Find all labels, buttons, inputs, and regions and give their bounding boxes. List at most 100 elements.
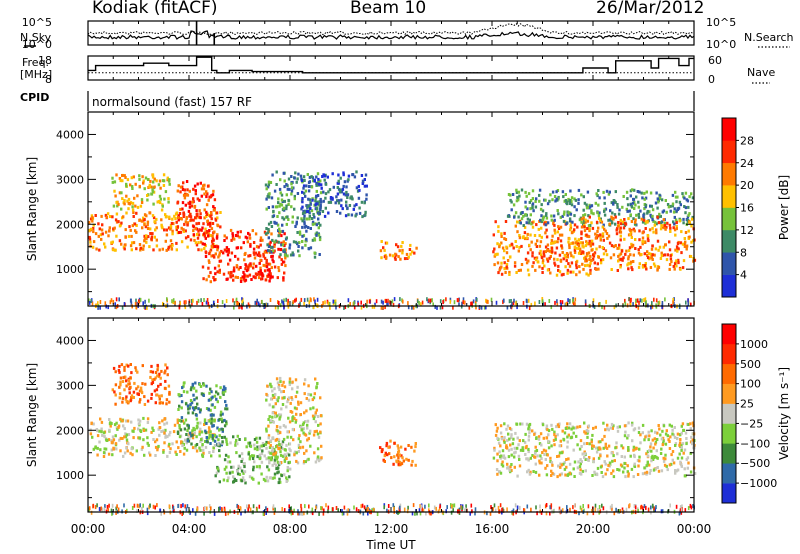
echo-cell xyxy=(169,447,172,451)
echo-cell xyxy=(676,195,679,199)
noise-cell xyxy=(353,505,355,510)
echo-cell xyxy=(138,389,142,393)
echo-cell xyxy=(650,429,653,433)
echo-cell xyxy=(274,239,278,243)
echo-cell xyxy=(626,197,629,201)
noise-cell xyxy=(97,301,99,306)
echo-cell xyxy=(364,213,367,217)
echo-cell xyxy=(245,269,249,273)
echo-cell xyxy=(165,398,169,402)
echo-cell xyxy=(270,397,273,401)
echo-cell xyxy=(169,223,173,227)
echo-cell xyxy=(158,401,161,405)
echo-cell xyxy=(104,230,108,234)
echo-cell xyxy=(276,381,280,385)
echo-cell xyxy=(641,265,645,269)
echo-cell xyxy=(143,187,146,191)
station-title: Kodiak (fitACF) xyxy=(92,0,218,18)
echo-cell xyxy=(272,209,275,213)
echo-cell xyxy=(180,217,183,221)
colorbar-segment xyxy=(722,252,736,275)
echo-cell xyxy=(553,231,557,235)
echo-cell xyxy=(509,443,512,447)
echo-cell xyxy=(268,270,271,273)
noise-cell xyxy=(486,511,488,516)
echo-cell xyxy=(313,451,316,455)
echo-cell xyxy=(285,405,288,409)
echo-cell xyxy=(192,197,195,201)
echo-cell xyxy=(295,459,298,463)
echo-cell xyxy=(283,179,286,183)
echo-cell xyxy=(659,227,663,231)
echo-cell xyxy=(618,208,621,212)
echo-cell xyxy=(235,438,238,442)
echo-cell xyxy=(268,192,271,196)
echo-cell xyxy=(317,177,320,181)
y-tick-label: 4000 xyxy=(56,334,84,347)
echo-cell xyxy=(347,174,351,178)
echo-cell xyxy=(546,428,549,432)
echo-cell xyxy=(508,270,511,274)
noise-cell xyxy=(362,511,365,516)
noise-cell xyxy=(653,508,655,513)
echo-cell xyxy=(295,407,298,411)
echo-cell xyxy=(587,429,590,433)
noise-cell xyxy=(133,503,136,508)
echo-cell xyxy=(166,454,169,458)
echo-cell xyxy=(266,195,269,199)
echo-cell xyxy=(646,211,649,215)
echo-cell xyxy=(119,376,123,380)
echo-cell xyxy=(180,416,184,420)
noise-cell xyxy=(335,506,338,510)
echo-cell xyxy=(285,183,288,186)
echo-cell xyxy=(315,175,318,179)
echo-cell xyxy=(256,445,259,449)
echo-cell xyxy=(145,234,148,238)
echo-cell xyxy=(275,183,278,186)
echo-cell xyxy=(691,421,695,425)
echo-cell xyxy=(89,240,92,244)
echo-cell xyxy=(97,222,100,226)
noise-cell xyxy=(184,305,187,310)
echo-cell xyxy=(155,226,158,230)
noise-cell xyxy=(680,510,683,515)
noise-cell xyxy=(265,511,267,515)
noise-cell xyxy=(418,301,420,305)
echo-cell xyxy=(583,229,587,233)
echo-cell xyxy=(207,231,210,235)
echo-cell xyxy=(547,429,551,433)
echo-cell xyxy=(226,253,230,257)
echo-cell xyxy=(597,440,601,444)
noise-cell xyxy=(598,505,601,509)
echo-cell xyxy=(291,419,294,423)
echo-cell xyxy=(165,248,168,252)
echo-cell xyxy=(157,183,161,187)
echo-cell xyxy=(120,191,123,195)
echo-cell xyxy=(688,212,691,216)
echo-cell xyxy=(340,204,343,208)
echo-cell xyxy=(563,210,566,214)
noise-cell xyxy=(201,302,204,306)
echo-cell xyxy=(201,443,204,446)
echo-cell xyxy=(252,468,255,472)
echo-cell xyxy=(341,207,344,211)
noise-cell xyxy=(247,302,250,307)
echo-cell xyxy=(499,456,502,460)
echo-cell xyxy=(351,173,354,177)
echo-cell xyxy=(266,231,270,235)
echo-cell xyxy=(674,195,678,199)
echo-cell xyxy=(208,195,211,199)
echo-cell xyxy=(659,194,662,198)
noise-cell xyxy=(389,300,391,305)
echo-cell xyxy=(575,260,578,264)
echo-cell xyxy=(517,190,520,194)
echo-cell xyxy=(691,239,695,243)
echo-cell xyxy=(250,454,254,458)
echo-cell xyxy=(185,441,188,445)
noise-cell xyxy=(200,298,202,303)
echo-cell xyxy=(590,438,593,442)
echo-cell xyxy=(298,254,301,258)
noise-cell xyxy=(139,503,141,508)
echo-cell xyxy=(261,272,264,276)
echo-cell xyxy=(142,179,145,183)
